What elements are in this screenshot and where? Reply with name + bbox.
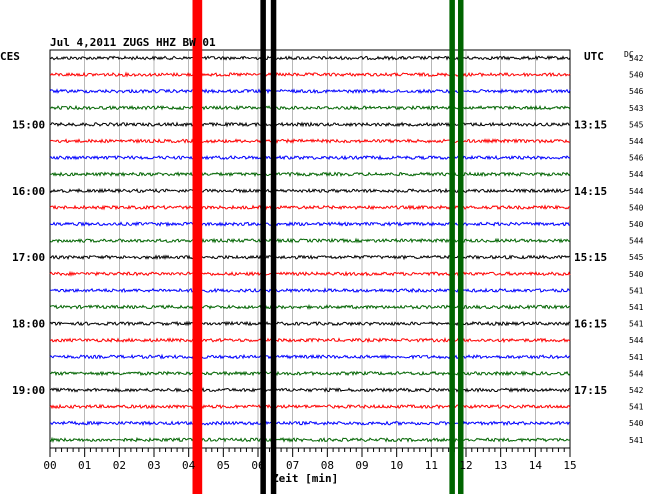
left-axis-label: CES [0,50,20,63]
trace-line [49,71,571,78]
dc-header: DC [624,50,634,59]
x-tick-label: 01 [78,459,91,472]
x-tick-label: 09 [355,459,368,472]
grid [49,49,571,457]
trace-line [49,154,571,161]
chart-title: Jul 4,2011 ZUGS HHZ BW 01 [50,36,216,49]
dc-value: 542 [629,54,644,63]
dc-value: 544 [629,369,644,378]
trace-line [49,403,571,410]
left-hour-label: 15:00 [12,118,45,131]
trace-line [49,337,571,344]
x-tick-label: 05 [217,459,230,472]
dc-value: 544 [629,336,644,345]
dc-value: 544 [629,137,644,146]
dc-value: 541 [629,403,644,412]
event-band [458,0,464,494]
event-band [270,0,277,494]
right-hour-label: 13:15 [574,118,607,131]
left-hour-label: 18:00 [12,318,45,331]
event-band [192,0,203,494]
dc-value: 541 [629,286,644,295]
dc-value: 540 [629,220,644,229]
event-bands [192,0,464,494]
trace-line [49,204,571,211]
trace-line [49,104,571,111]
left-hour-label: 17:00 [12,251,45,264]
x-tick-label: 14 [529,459,543,472]
x-tick-label: 04 [182,459,196,472]
trace-line [49,287,571,294]
dc-value: 545 [629,120,644,129]
trace-line [49,436,571,443]
dc-value: 545 [629,253,644,262]
trace-line [49,320,571,327]
right-hour-label: 17:15 [574,384,607,397]
x-tick-label: 13 [494,459,507,472]
dc-value: 544 [629,187,644,196]
left-hour-label: 16:00 [12,185,45,198]
x-tick-label: 02 [113,459,126,472]
x-axis-label: Zeit [min] [272,472,338,485]
trace-line [49,303,571,311]
x-tick-label: 07 [286,459,299,472]
x-tick-label: 10 [390,459,403,472]
x-tick-label: 11 [425,459,438,472]
trace-line [49,387,571,393]
x-tick-label: 03 [147,459,160,472]
x-tick-label: 12 [459,459,472,472]
trace-line [49,221,571,228]
x-tick-label: 06 [251,459,264,472]
x-tick-label: 08 [321,459,334,472]
dc-value: 541 [629,320,644,329]
right-axis-label: UTC [584,50,604,63]
dc-value: 540 [629,203,644,212]
trace-line [49,88,571,95]
right-hour-label: 14:15 [574,185,607,198]
event-band [449,0,455,494]
dc-value: 543 [629,104,644,113]
trace-line [49,138,571,144]
trace-line [49,237,571,244]
x-tick-label: 00 [43,459,56,472]
dc-value: 540 [629,71,644,80]
labels: Jul 4,2011 ZUGS HHZ BW 01 CES UTC DC Zei… [0,36,644,485]
trace-line [49,370,571,377]
trace-line [49,187,571,194]
dc-value: 544 [629,237,644,246]
dc-value: 542 [629,386,644,395]
right-hour-label: 15:15 [574,251,607,264]
trace-line [49,121,570,128]
traces [49,55,571,443]
left-hour-label: 19:00 [12,384,45,397]
trace-line [49,171,571,178]
trace-line [49,420,571,427]
dc-value: 546 [629,154,644,163]
trace-line [49,254,571,261]
x-tick-label: 15 [563,459,576,472]
dc-value: 541 [629,436,644,445]
trace-line [49,353,571,360]
dc-value: 541 [629,353,644,362]
event-band [260,0,266,494]
trace-line [49,270,571,277]
dc-value: 546 [629,87,644,96]
dc-value: 544 [629,170,644,179]
dc-value: 540 [629,270,644,279]
dc-value: 541 [629,303,644,312]
dc-value: 540 [629,419,644,428]
trace-line [49,55,571,61]
right-hour-label: 16:15 [574,318,607,331]
